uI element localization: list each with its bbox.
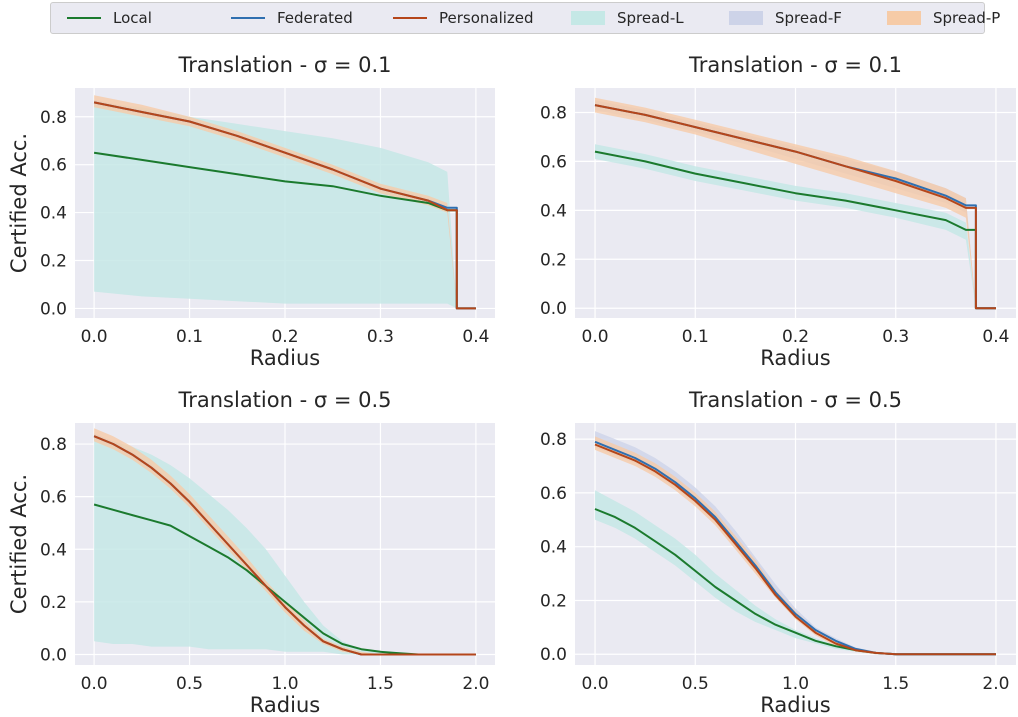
y-tick-label: 0.6 <box>540 484 567 504</box>
legend-entry-personalized: Personalized <box>393 3 534 33</box>
legend-entry-spread-f: Spread-F <box>729 3 842 33</box>
x-axis-label: Radius <box>760 346 830 370</box>
chart-panel-4: 0.0 0.5 1.0 1.5 2.0 0.0 0.2 0.4 0.6 0.8 Translatio… <box>540 388 1016 717</box>
x-tick-label: 1.5 <box>882 674 909 694</box>
y-axis-label: Certified Acc. <box>7 133 31 273</box>
x-tick-label: 1.0 <box>782 674 809 694</box>
y-tick-label: 0.0 <box>540 645 567 665</box>
legend-entry-spread-l: Spread-L <box>571 3 684 33</box>
y-tick-label: 0.8 <box>40 108 67 128</box>
chart-panel-2: 0.0 0.1 0.2 0.3 0.4 0.0 0.2 0.4 0.6 0.8 Translatio… <box>540 53 1016 370</box>
y-tick-label: 0.4 <box>40 540 67 560</box>
x-tick-label: 0.0 <box>81 327 108 347</box>
x-tick-label: 0.0 <box>582 327 609 347</box>
y-tick-label: 0.4 <box>540 538 567 558</box>
x-tick-label: 1.0 <box>271 674 298 694</box>
x-tick-label: 0.4 <box>462 327 489 347</box>
y-tick-label: 0.0 <box>40 299 67 319</box>
x-tick-label: 0.2 <box>782 327 809 347</box>
y-tick-label: 0.0 <box>540 299 567 319</box>
series-line-personalized <box>594 104 996 310</box>
y-tick-label: 0.2 <box>40 252 67 272</box>
legend-swatch <box>67 17 101 19</box>
y-tick-label: 0.6 <box>40 156 67 176</box>
band-spread-p <box>94 428 476 655</box>
legend-entry-spread-p: Spread-P <box>887 3 1000 33</box>
legend-entry-federated: Federated <box>231 3 353 33</box>
legend-swatch <box>887 11 921 25</box>
y-tick-label: 0.4 <box>40 204 67 224</box>
legend-entry-local: Local <box>67 3 152 33</box>
chart-panel-3: 0.0 0.5 1.0 1.5 2.0 0.0 0.2 0.4 0.6 0.8 Translatio… <box>7 388 495 717</box>
legend-label: Personalized <box>439 9 534 27</box>
x-axis-label: Radius <box>250 346 320 370</box>
x-axis-label: Radius <box>760 693 830 717</box>
y-axis-label: Certified Acc. <box>7 474 31 614</box>
y-tick-label: 0.6 <box>540 152 567 172</box>
legend-swatch <box>571 11 605 25</box>
band-spread-p <box>595 97 996 309</box>
x-tick-label: 0.0 <box>582 674 609 694</box>
band-spread-l <box>595 144 996 309</box>
chart-title: Translation - σ = 0.1 <box>177 53 391 77</box>
y-tick-label: 0.8 <box>540 103 567 123</box>
y-tick-label: 0.8 <box>40 435 67 455</box>
y-tick-label: 0.6 <box>40 488 67 508</box>
chart-title: Translation - σ = 0.5 <box>177 388 391 412</box>
x-tick-label: 0.2 <box>271 327 298 347</box>
chart-panel-1: 0.0 0.1 0.2 0.3 0.4 0.0 0.2 0.4 0.6 0.8 Translatio… <box>7 53 495 370</box>
band-spread-l <box>94 102 476 309</box>
series-line-personalized <box>93 101 476 310</box>
legend-swatch <box>393 17 427 19</box>
legend-label: Spread-L <box>617 9 684 27</box>
legend-swatch <box>231 17 265 19</box>
series-line-personalized <box>93 435 476 656</box>
legend: Local Federated Personalized Spread-L Spread… <box>50 2 1000 34</box>
y-tick-label: 0.2 <box>40 593 67 613</box>
y-tick-label: 0.8 <box>540 430 567 450</box>
chart-title: Translation - σ = 0.5 <box>688 388 902 412</box>
x-tick-label: 2.0 <box>982 674 1009 694</box>
x-axis-label: Radius <box>250 693 320 717</box>
series-line-personalized <box>594 443 996 656</box>
x-tick-label: 0.3 <box>882 327 909 347</box>
x-tick-label: 0.3 <box>367 327 394 347</box>
x-tick-label: 0.5 <box>176 674 203 694</box>
x-tick-label: 0.4 <box>982 327 1009 347</box>
x-tick-label: 2.0 <box>462 674 489 694</box>
band-spread-l <box>94 436 476 655</box>
legend-label: Spread-F <box>775 9 842 27</box>
x-tick-label: 0.1 <box>682 327 709 347</box>
x-tick-label: 0.0 <box>81 674 108 694</box>
chart-title: Translation - σ = 0.1 <box>688 53 902 77</box>
x-tick-label: 0.5 <box>682 674 709 694</box>
x-tick-label: 0.1 <box>176 327 203 347</box>
y-tick-label: 0.4 <box>540 201 567 221</box>
x-tick-label: 1.5 <box>367 674 394 694</box>
legend-label: Federated <box>277 9 353 27</box>
legend-swatch <box>729 11 763 25</box>
y-tick-label: 0.2 <box>540 591 567 611</box>
y-tick-label: 0.0 <box>40 645 67 665</box>
legend-label: Spread-P <box>933 9 1001 27</box>
legend-label: Local <box>113 9 152 27</box>
y-tick-label: 0.2 <box>540 250 567 270</box>
